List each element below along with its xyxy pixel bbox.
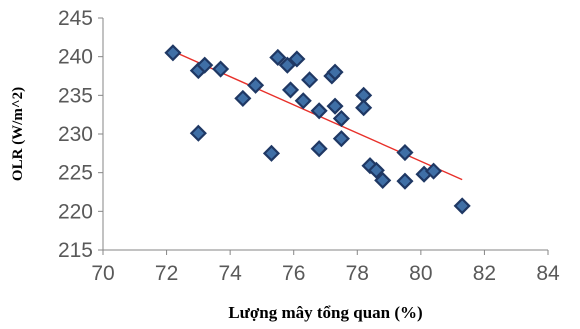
y-tick-label: 215 xyxy=(58,239,93,262)
data-point xyxy=(396,144,414,162)
data-point xyxy=(326,97,344,115)
x-tick-label: 70 xyxy=(91,262,114,285)
x-tick-label: 82 xyxy=(473,262,496,285)
x-tick-label: 76 xyxy=(282,262,305,285)
y-tick-label: 225 xyxy=(58,162,93,185)
data-point xyxy=(262,144,281,162)
data-point xyxy=(269,48,287,66)
data-point xyxy=(310,140,328,158)
y-tick-label: 220 xyxy=(58,200,93,223)
y-axis-label: OLR (W/m^2) xyxy=(10,87,26,181)
y-tick-label: 235 xyxy=(58,84,93,107)
data-point xyxy=(374,171,392,189)
data-point xyxy=(310,102,328,120)
data-points xyxy=(164,44,471,215)
x-tick-labels: 70 72 74 76 78 80 82 84 xyxy=(91,250,560,285)
data-point xyxy=(164,44,182,62)
data-point xyxy=(355,99,373,117)
data-point xyxy=(326,63,344,81)
data-point xyxy=(301,71,319,89)
x-tick-label: 74 xyxy=(218,262,242,285)
data-point xyxy=(425,162,443,180)
y-tick-label: 230 xyxy=(58,123,93,146)
data-point xyxy=(294,92,312,110)
data-point xyxy=(278,56,296,74)
y-tick-label: 240 xyxy=(58,46,93,69)
data-point xyxy=(247,76,265,94)
data-point xyxy=(332,130,350,148)
y-tick-labels: 245 240 235 230 225 220 215 xyxy=(58,7,103,262)
data-point xyxy=(396,172,414,190)
data-point xyxy=(288,50,306,68)
data-point xyxy=(212,60,230,78)
x-tick-label: 72 xyxy=(155,262,178,285)
data-point xyxy=(196,56,214,74)
x-tick-label: 78 xyxy=(346,262,369,285)
y-tick-label: 245 xyxy=(58,7,93,30)
x-axis-label: Lượng mây tổng quan (%) xyxy=(228,303,422,322)
data-point xyxy=(281,81,300,99)
data-point xyxy=(453,197,471,215)
data-point xyxy=(367,161,385,179)
data-point xyxy=(332,109,350,128)
data-point xyxy=(189,124,207,142)
x-tick-label: 84 xyxy=(536,262,560,285)
x-tick-label: 80 xyxy=(409,262,432,285)
data-point xyxy=(234,89,252,107)
